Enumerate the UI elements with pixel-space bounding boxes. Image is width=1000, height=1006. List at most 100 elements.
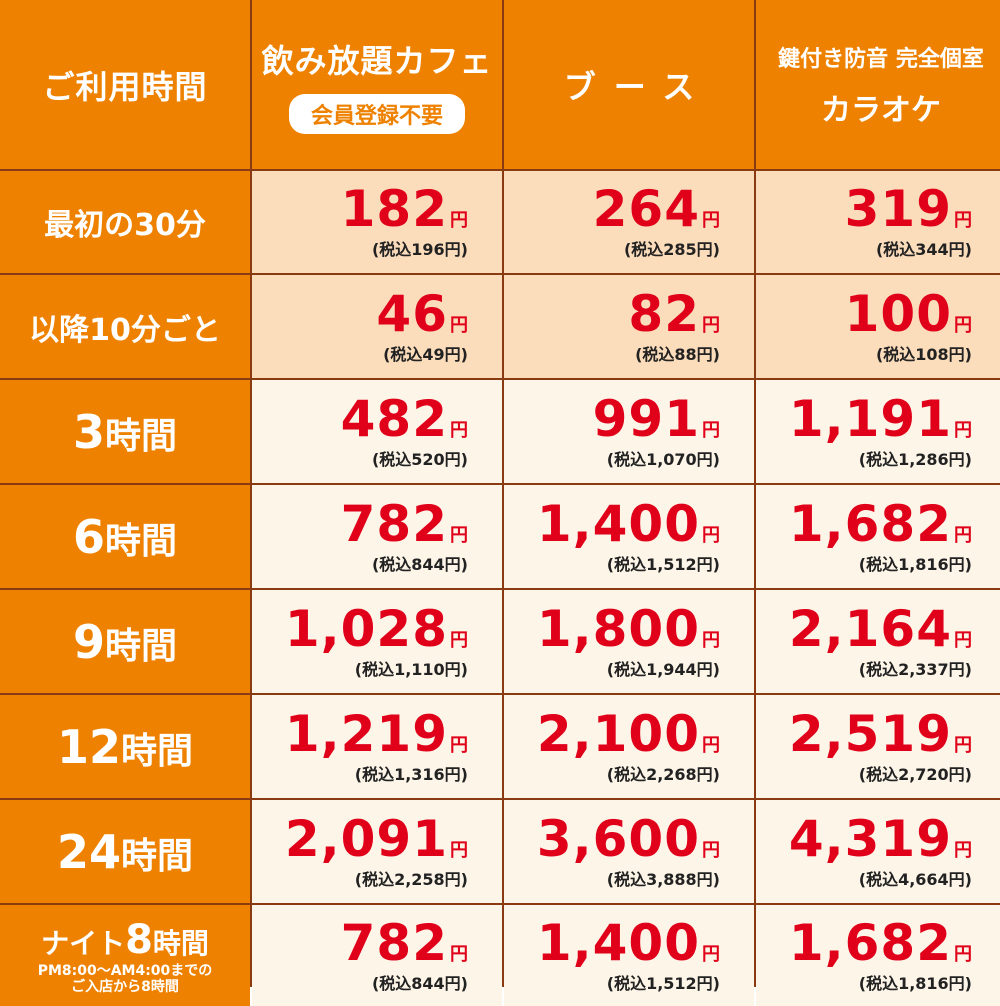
hours-unit: 時間 bbox=[121, 730, 194, 772]
row-label: 12時間 bbox=[0, 695, 250, 798]
tax-included-price: (税込2,268円) bbox=[606, 764, 720, 784]
tax-included-price: (税込1,110円) bbox=[354, 659, 468, 679]
tax-included-price: (税込844円) bbox=[371, 554, 468, 574]
yen-unit: 円 bbox=[450, 210, 468, 231]
price-cell-karaoke: 1,191 円 (税込1,286円) bbox=[756, 380, 1000, 483]
tax-included-price: (税込1,070円) bbox=[606, 449, 720, 469]
row-label-text: 最初の30分 bbox=[44, 208, 206, 243]
price-cell-karaoke: 1,682 円 (税込1,816円) bbox=[756, 485, 1000, 588]
yen-unit: 円 bbox=[954, 210, 972, 231]
tax-included-price: (税込49円) bbox=[383, 344, 468, 364]
hours-number: 9 bbox=[72, 614, 105, 669]
karaoke-subtitle: 鍵付き防音 完全個室 bbox=[778, 46, 984, 72]
tax-included-price: (税込1,816円) bbox=[858, 973, 972, 993]
price-value: 1,682 bbox=[788, 494, 952, 553]
tax-included-price: (税込285円) bbox=[623, 240, 720, 259]
yen-unit: 円 bbox=[954, 314, 972, 336]
price-cell-karaoke: 2,164 円 (税込2,337円) bbox=[756, 590, 1000, 693]
header-cafe: 飲み放題カフェ 会員登録不要 bbox=[252, 0, 502, 169]
hours-unit: 時間 bbox=[152, 926, 209, 960]
price-value: 2,164 bbox=[788, 599, 952, 658]
tax-included-price: (税込1,316円) bbox=[354, 764, 468, 784]
price-cell-cafe: 46 円 (税込49円) bbox=[252, 275, 502, 378]
tax-included-price: (税込1,944円) bbox=[606, 659, 720, 679]
price-cell-karaoke: 2,519 円 (税込2,720円) bbox=[756, 695, 1000, 798]
price-value: 1,682 bbox=[788, 913, 952, 972]
price-value: 319 bbox=[844, 180, 952, 238]
price-value: 1,028 bbox=[284, 599, 448, 658]
price-cell-cafe: 482 円 (税込520円) bbox=[252, 380, 502, 483]
price-value: 3,600 bbox=[536, 809, 700, 868]
booth-title: ブース bbox=[563, 67, 713, 106]
price-value: 1,400 bbox=[536, 494, 700, 553]
price-cell-cafe: 2,091 円 (税込2,258円) bbox=[252, 800, 502, 903]
price-cell-karaoke: 319 円 (税込344円) bbox=[756, 171, 1000, 273]
tax-included-price: (税込344円) bbox=[875, 240, 972, 259]
hours-number: 3 bbox=[72, 404, 105, 459]
yen-unit: 円 bbox=[702, 524, 720, 546]
yen-unit: 円 bbox=[954, 629, 972, 651]
yen-unit: 円 bbox=[702, 734, 720, 756]
yen-unit: 円 bbox=[450, 629, 468, 651]
yen-unit: 円 bbox=[450, 314, 468, 336]
price-cell-karaoke: 4,319 円 (税込4,664円) bbox=[756, 800, 1000, 903]
price-cell-booth: 82 円 (税込88円) bbox=[504, 275, 754, 378]
row-label: 3時間 bbox=[0, 380, 250, 483]
yen-unit: 円 bbox=[954, 943, 972, 965]
hours-unit: 時間 bbox=[105, 415, 178, 457]
tax-included-price: (税込1,816円) bbox=[858, 554, 972, 574]
hours-unit: 時間 bbox=[105, 625, 178, 667]
price-value: 2,100 bbox=[536, 704, 700, 763]
yen-unit: 円 bbox=[954, 734, 972, 756]
no-membership-badge: 会員登録不要 bbox=[288, 93, 465, 134]
hours-number: 12 bbox=[56, 719, 121, 774]
price-cell-cafe: 1,219 円 (税込1,316円) bbox=[252, 695, 502, 798]
row-label-text: 以降10分ごと bbox=[29, 312, 221, 348]
price-value: 1,400 bbox=[536, 913, 700, 972]
hours-unit: 時間 bbox=[121, 835, 194, 877]
night-note-line1: PM8:00〜AM4:00までの bbox=[37, 962, 213, 979]
tax-included-price: (税込1,512円) bbox=[606, 973, 720, 993]
tax-included-price: (税込844円) bbox=[371, 973, 468, 993]
tax-included-price: (税込88円) bbox=[635, 344, 720, 364]
tax-included-price: (税込2,337円) bbox=[858, 659, 972, 679]
price-cell-cafe: 182 円 (税込196円) bbox=[252, 171, 502, 273]
price-cell-booth: 1,800 円 (税込1,944円) bbox=[504, 590, 754, 693]
yen-unit: 円 bbox=[450, 734, 468, 756]
yen-unit: 円 bbox=[450, 943, 468, 965]
price-value: 782 bbox=[340, 913, 448, 972]
yen-unit: 円 bbox=[450, 839, 468, 861]
yen-unit: 円 bbox=[450, 524, 468, 546]
yen-unit: 円 bbox=[954, 524, 972, 546]
row-label: 9時間 bbox=[0, 590, 250, 693]
tax-included-price: (税込3,888円) bbox=[606, 869, 720, 889]
price-value: 182 bbox=[340, 180, 448, 238]
row-label-night: ナイト8時間 PM8:00〜AM4:00までの ご入店から8時間 bbox=[0, 905, 250, 1006]
price-value: 991 bbox=[592, 389, 700, 448]
tax-included-price: (税込108円) bbox=[875, 344, 972, 364]
yen-unit: 円 bbox=[702, 839, 720, 861]
yen-unit: 円 bbox=[702, 629, 720, 651]
row-label: 以降10分ごと bbox=[0, 275, 250, 378]
hours-number: 24 bbox=[56, 824, 121, 879]
price-cell-cafe: 1,028 円 (税込1,110円) bbox=[252, 590, 502, 693]
tax-included-price: (税込1,512円) bbox=[606, 554, 720, 574]
price-cell-karaoke: 1,682 円 (税込1,816円) bbox=[756, 905, 1000, 1006]
hours-number: 6 bbox=[72, 509, 105, 564]
price-cell-cafe: 782 円 (税込844円) bbox=[252, 485, 502, 588]
price-value: 482 bbox=[340, 389, 448, 448]
price-value: 2,091 bbox=[284, 809, 448, 868]
tax-included-price: (税込2,258円) bbox=[354, 869, 468, 889]
tax-included-price: (税込4,664円) bbox=[858, 869, 972, 889]
row-label: 6時間 bbox=[0, 485, 250, 588]
price-value: 82 bbox=[628, 284, 700, 343]
price-cell-booth: 1,400 円 (税込1,512円) bbox=[504, 485, 754, 588]
row-label: 24時間 bbox=[0, 800, 250, 903]
tax-included-price: (税込520円) bbox=[371, 449, 468, 469]
yen-unit: 円 bbox=[450, 419, 468, 441]
night-prefix: ナイト bbox=[41, 926, 126, 960]
tax-included-price: (税込1,286円) bbox=[858, 449, 972, 469]
price-cell-booth: 2,100 円 (税込2,268円) bbox=[504, 695, 754, 798]
price-cell-booth: 264 円 (税込285円) bbox=[504, 171, 754, 273]
